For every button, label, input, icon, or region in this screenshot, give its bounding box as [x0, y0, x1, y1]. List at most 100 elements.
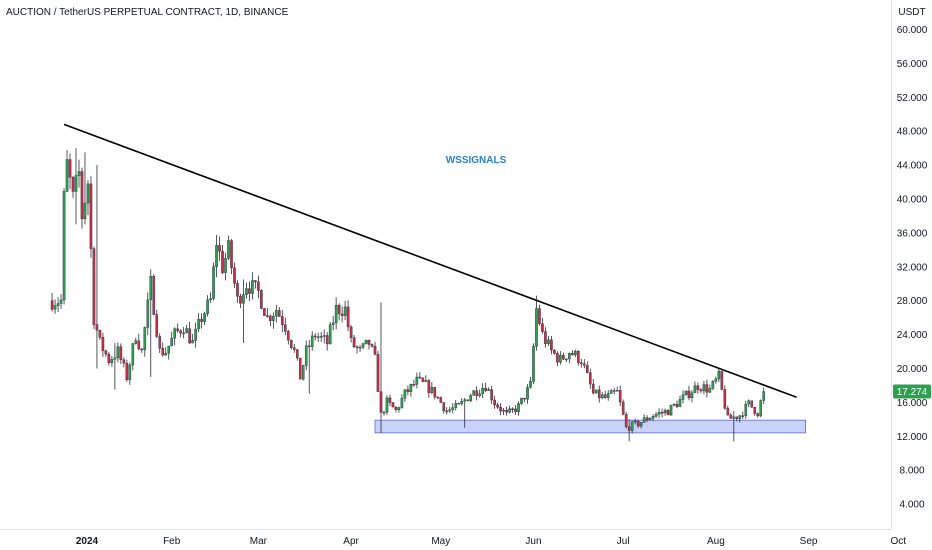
candle-body [747, 400, 751, 405]
x-tick-label: Feb [163, 536, 181, 547]
candle-body [134, 340, 138, 344]
candle-body [493, 399, 496, 406]
candle-body [113, 357, 117, 360]
candle-body [609, 390, 613, 394]
candle-body [337, 305, 341, 315]
candle-body [532, 346, 535, 382]
x-tick-label: Aug [707, 536, 725, 547]
candle-body [681, 394, 685, 400]
candle-body [750, 400, 754, 408]
candle-body [636, 420, 640, 427]
candle-body [729, 414, 733, 419]
candle-body [68, 159, 72, 178]
candle-body [406, 389, 410, 392]
y-tick-label: 16.000 [897, 398, 928, 409]
candle-body [334, 305, 338, 324]
candle-body [544, 331, 547, 344]
candle-body [559, 354, 562, 363]
candle-body [221, 251, 224, 273]
candle-body [71, 177, 75, 192]
x-tick-label: 2024 [76, 536, 99, 547]
candle-body [173, 328, 176, 339]
candle-body [577, 351, 580, 363]
candle-body [642, 417, 646, 423]
candle-body [735, 416, 739, 419]
candle-body [738, 415, 742, 419]
candle-body [702, 384, 706, 392]
y-axis-unit: USDT [898, 7, 925, 18]
candle-body [149, 276, 153, 301]
candle-body [421, 377, 425, 382]
candle-body [65, 159, 69, 192]
candle-body [696, 385, 700, 390]
candle-body [633, 420, 637, 423]
candle-body [511, 408, 514, 410]
candle-body [439, 397, 443, 403]
candle-body [92, 248, 96, 325]
y-tick-label: 52.000 [897, 93, 928, 104]
candle-body [445, 410, 449, 413]
candle-body [122, 359, 126, 364]
y-tick-label: 48.000 [897, 127, 928, 138]
candle-body [137, 340, 141, 350]
candle-body [379, 391, 383, 413]
candle-body [316, 336, 320, 338]
candle-body [325, 335, 329, 345]
candle-body [179, 330, 182, 334]
candle-body [475, 390, 478, 396]
candle-body [711, 380, 715, 389]
candle-body [248, 288, 251, 294]
candle-body [591, 383, 595, 394]
candle-body [352, 337, 356, 347]
candle-body [436, 396, 440, 399]
x-tick-label: May [431, 536, 450, 547]
candle-body [239, 296, 242, 304]
candle-body [490, 389, 493, 401]
candle-body [762, 391, 766, 401]
candle-body [517, 403, 520, 413]
candle-body [424, 380, 428, 382]
candle-body [361, 343, 365, 348]
candle-body [364, 339, 368, 344]
candle-body [89, 183, 93, 249]
candle-body [708, 388, 712, 393]
candle-body [594, 389, 598, 394]
candle-body [523, 397, 526, 400]
candle-body [463, 399, 467, 402]
candle-body [538, 308, 541, 324]
last-price-value: 17.274 [897, 387, 928, 398]
y-tick-label: 8.000 [899, 466, 924, 477]
candle-body [101, 337, 105, 352]
candle-body [394, 406, 398, 410]
candle-body [553, 349, 556, 354]
candlesticks [50, 148, 766, 442]
candle-body [442, 402, 446, 412]
x-tick-label: Sep [800, 536, 818, 547]
candle-body [756, 413, 760, 417]
candle-body [322, 335, 326, 337]
support-zone [374, 419, 806, 434]
candle-body [469, 395, 472, 402]
x-tick-label: Mar [250, 536, 268, 547]
candle-body [62, 191, 66, 301]
candle-body [77, 171, 81, 176]
candle-body [272, 315, 275, 321]
candle-body [233, 267, 236, 284]
candle-body [645, 417, 649, 421]
candle-body [215, 245, 218, 267]
candle-body [260, 290, 263, 309]
candle-body [684, 390, 688, 396]
candle-body [367, 339, 371, 345]
candle-body [388, 397, 392, 403]
candle-body [588, 372, 592, 385]
candle-body [648, 418, 652, 421]
candle-body [346, 306, 350, 328]
candle-body [556, 353, 559, 363]
candle-body [119, 346, 123, 360]
candle-body [343, 306, 347, 316]
candle-body [200, 318, 203, 322]
candle-body [744, 403, 748, 416]
candle-body [699, 389, 703, 392]
candle-body [624, 414, 628, 427]
